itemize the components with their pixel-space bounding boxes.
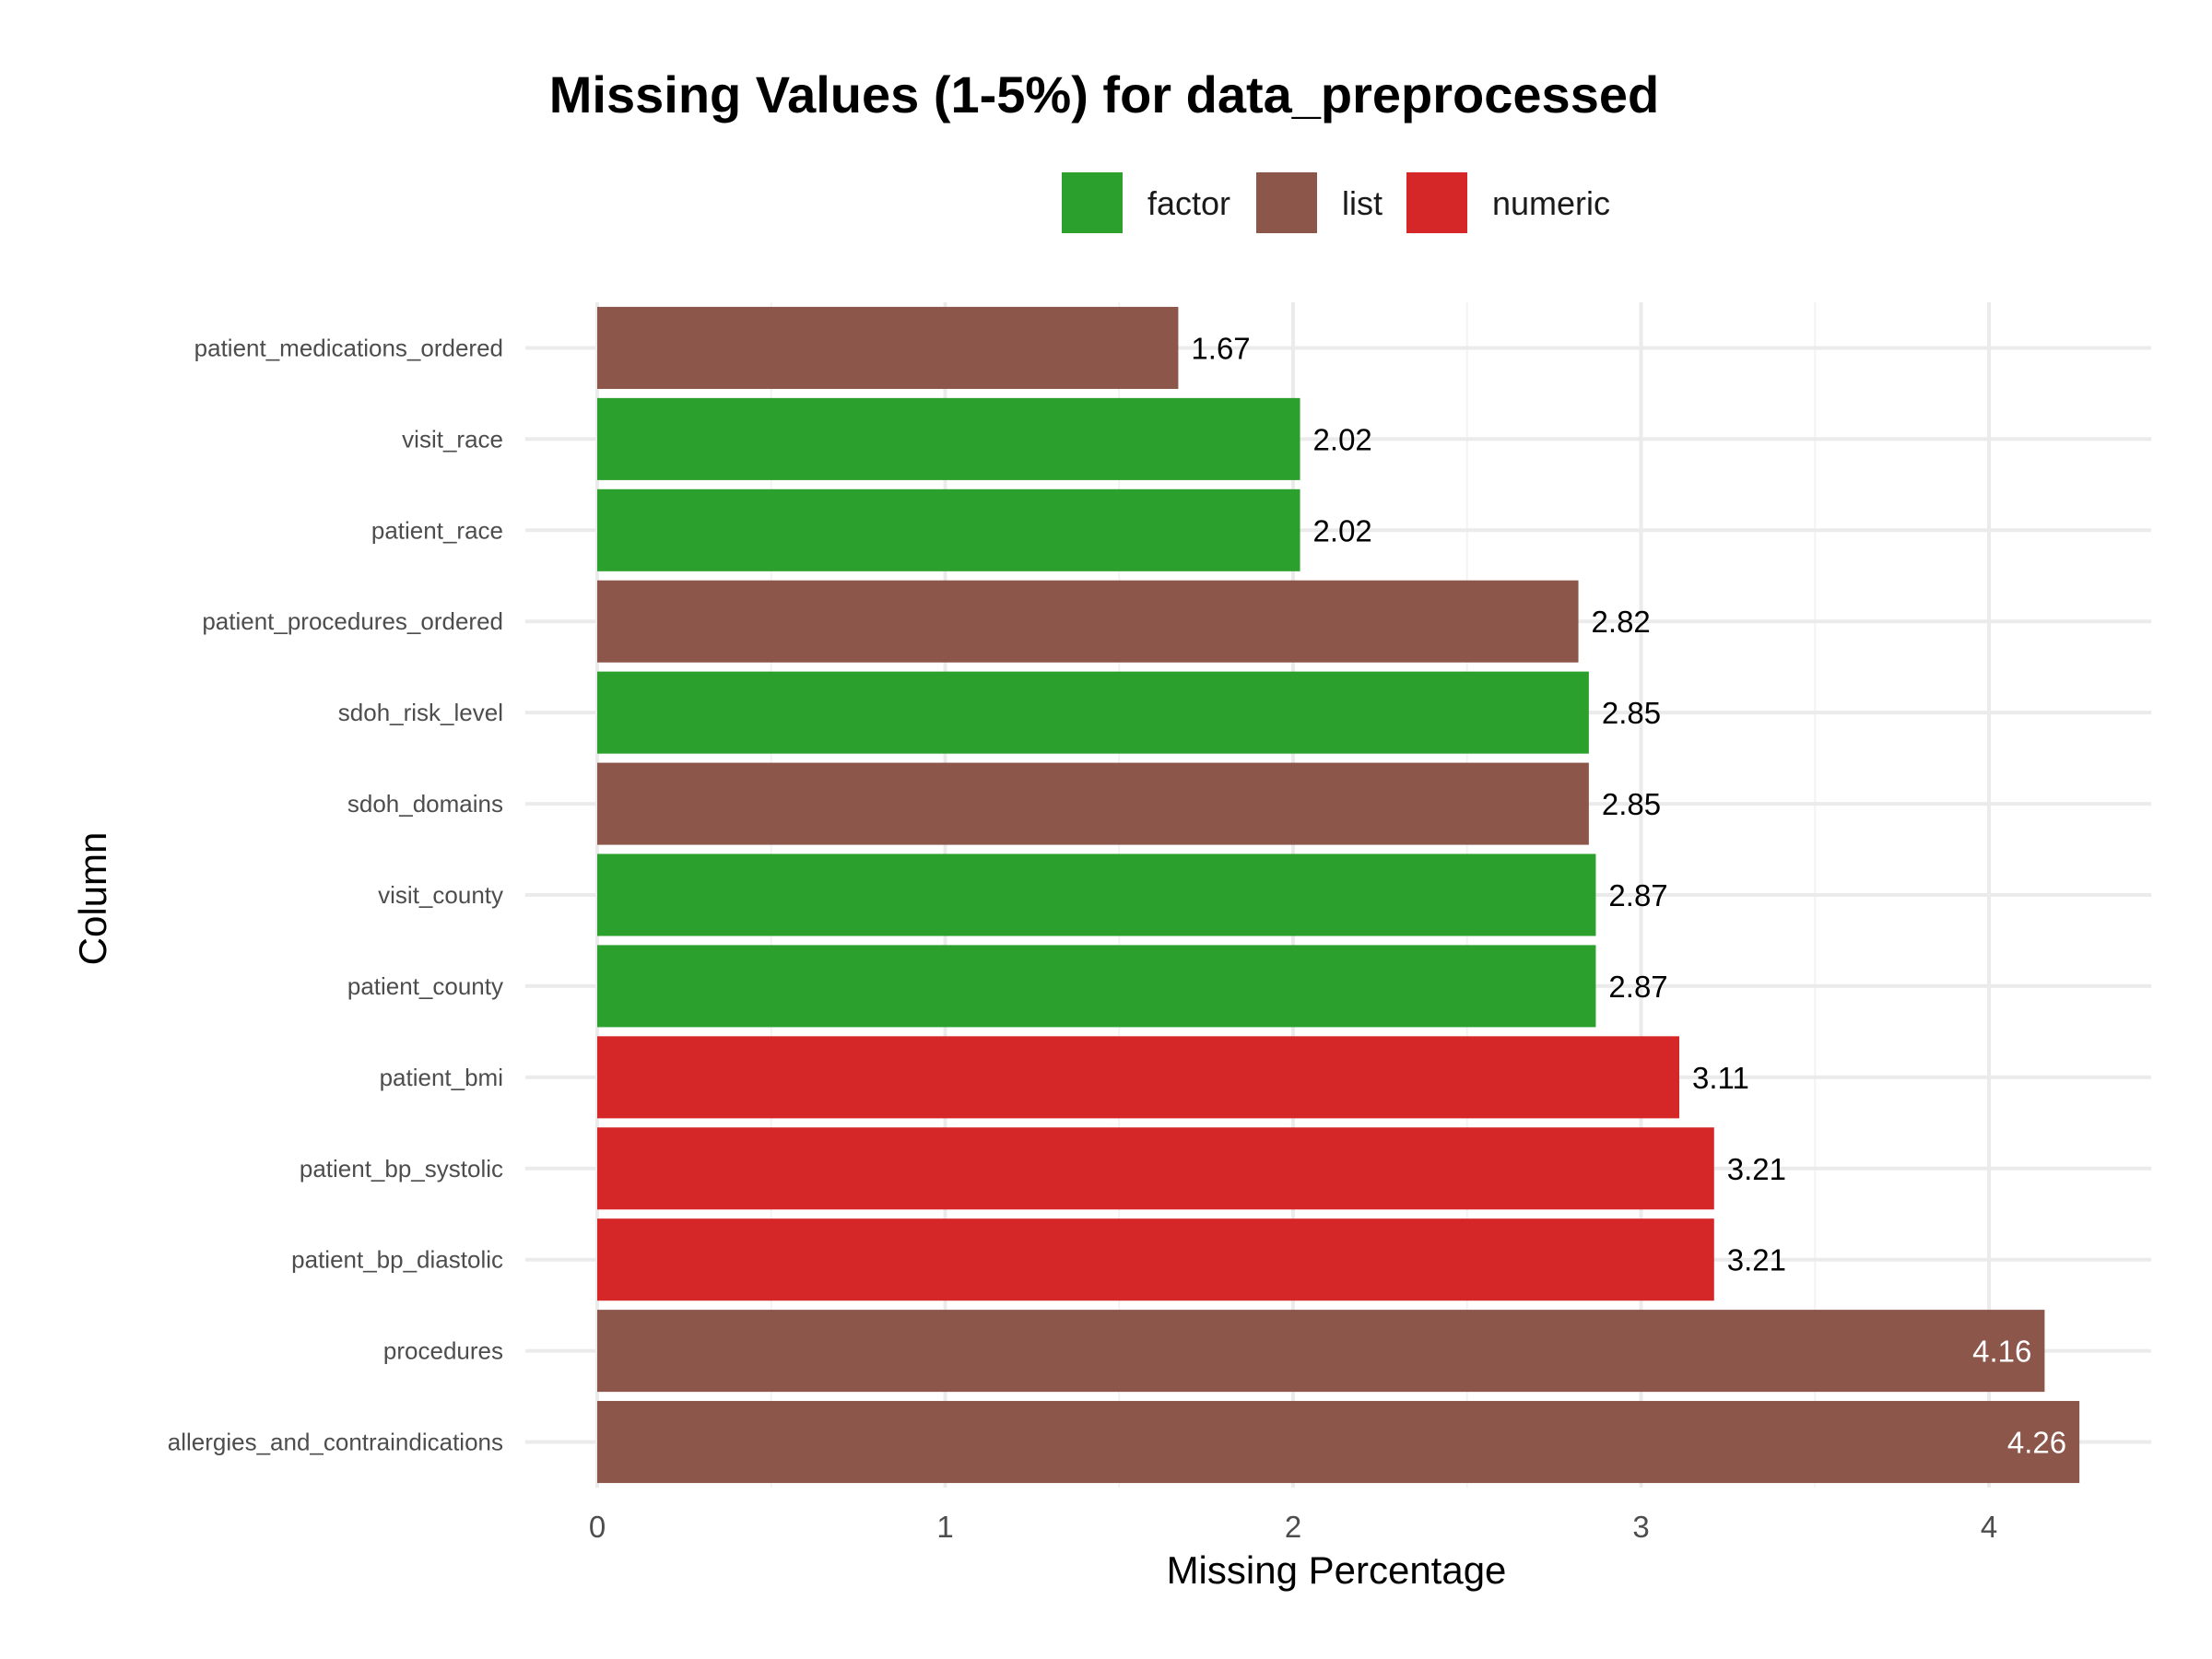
bar-patient_bp_systolic: [597, 1127, 1714, 1210]
bar-patient_bmi: [597, 1036, 1680, 1119]
data-label-patient_bmi: 3.11: [1692, 1061, 1749, 1095]
data-label-visit_race: 2.02: [1313, 422, 1372, 456]
category-label-patient_race: patient_race: [371, 516, 503, 544]
data-label-sdoh_domains: 2.85: [1602, 787, 1661, 821]
data-label-sdoh_risk_level: 2.85: [1602, 696, 1661, 730]
bar-allergies_and_contraindications: [597, 1401, 2080, 1484]
legend-label-numeric: numeric: [1492, 184, 1610, 222]
category-label-sdoh_risk_level: sdoh_risk_level: [338, 699, 503, 726]
bar-visit_race: [597, 397, 1300, 480]
category-label-patient_medications_ordered: patient_medications_ordered: [194, 334, 503, 361]
category-label-sdoh_domains: sdoh_domains: [347, 790, 503, 818]
y-axis-labels: patient_medications_ordered visit_racepat…: [168, 334, 503, 1455]
x-tick-label-3: 3: [1632, 1510, 1649, 1544]
bar-patient_bp_diastolic: [597, 1218, 1714, 1301]
category-label-patient_bmi: patient_bmi: [380, 1064, 503, 1091]
bar-patient_race: [597, 488, 1300, 571]
category-label-patient_bp_diastolic: patient_bp_diastolic: [291, 1246, 503, 1274]
data-label-allergies_and_contraindications: 4.26: [2007, 1426, 2066, 1460]
bar-patient_county: [597, 945, 1596, 1028]
bar-patient_medications_ordered: [597, 306, 1179, 389]
x-axis-ticks: 0 1 2 3 4: [589, 1510, 1997, 1544]
data-label-patient_race: 2.02: [1313, 513, 1372, 547]
data-label-patient_medications_ordered: 1.67: [1191, 331, 1250, 365]
category-label-patient_procedures_ordered: patient_procedures_ordered: [202, 607, 503, 635]
data-label-procedures: 4.16: [1972, 1335, 2031, 1369]
bar-sdoh_domains: [597, 762, 1589, 845]
y-axis-title: Column: [71, 832, 114, 966]
x-tick-label-0: 0: [589, 1510, 606, 1544]
category-label-patient_county: patient_county: [347, 972, 503, 1000]
legend-label-factor: factor: [1147, 184, 1230, 222]
bars: [597, 306, 2080, 1484]
category-label-visit_county: visit_county: [378, 881, 503, 909]
legend: factor list numeric: [1062, 172, 1610, 233]
bar-procedures: [597, 1310, 2045, 1393]
data-labels: 1.67 2.02 2.02 2.82 2.85 2.85 2.87 2.87 3.11 3.21…: [1191, 331, 2066, 1459]
data-label-visit_county: 2.87: [1608, 878, 1667, 912]
legend-key-list: [1256, 172, 1317, 233]
category-label-procedures: procedures: [383, 1337, 503, 1365]
data-label-patient_procedures_ordered: 2.82: [1592, 605, 1651, 639]
data-label-patient_county: 2.87: [1608, 970, 1667, 1004]
bar-patient_procedures_ordered: [597, 580, 1579, 663]
legend-key-numeric: [1406, 172, 1467, 233]
bar-sdoh_risk_level: [597, 671, 1589, 754]
category-label-allergies_and_contraindications: allergies_and_contraindications: [168, 1429, 503, 1456]
data-label-patient_bp_diastolic: 3.21: [1727, 1243, 1786, 1277]
x-axis-title: Missing Percentage: [1167, 1548, 1507, 1592]
bar-visit_county: [597, 853, 1596, 936]
legend-label-list: list: [1342, 184, 1382, 222]
x-tick-label-4: 4: [1981, 1510, 1997, 1544]
legend-key-factor: [1062, 172, 1123, 233]
chart-title: Missing Values (1-5%) for data_preproces…: [549, 65, 1659, 124]
x-tick-label-2: 2: [1285, 1510, 1301, 1544]
category-label-visit_race: visit_race: [402, 425, 503, 453]
x-tick-label-1: 1: [936, 1510, 953, 1544]
data-label-patient_bp_systolic: 3.21: [1727, 1152, 1786, 1186]
category-label-patient_bp_systolic: patient_bp_systolic: [300, 1155, 503, 1182]
